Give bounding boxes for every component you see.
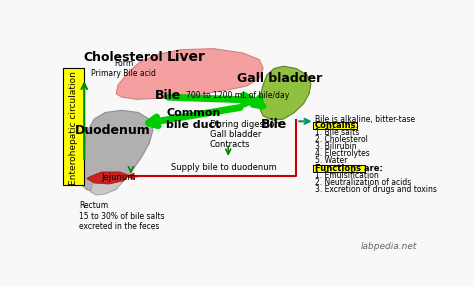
Polygon shape [87, 172, 129, 184]
Text: 700 to 1200 mL of bile/day: 700 to 1200 mL of bile/day [186, 92, 289, 100]
Polygon shape [91, 173, 124, 195]
Text: 5. Water: 5. Water [315, 156, 347, 165]
Text: Cholesterol: Cholesterol [84, 51, 164, 64]
Text: Gall bladder: Gall bladder [237, 72, 322, 85]
Text: 3. Excretion of drugs and toxins: 3. Excretion of drugs and toxins [315, 185, 437, 194]
Text: Functions are:: Functions are: [315, 164, 383, 173]
Polygon shape [116, 49, 263, 99]
Text: Supply bile to duodenum: Supply bile to duodenum [171, 163, 277, 172]
Text: Enterohepatic circulation: Enterohepatic circulation [69, 71, 78, 185]
Text: 1. Emulsification: 1. Emulsification [315, 171, 378, 180]
Polygon shape [259, 66, 311, 120]
FancyBboxPatch shape [63, 68, 84, 185]
Text: Common
bile duct: Common bile duct [166, 108, 220, 130]
Text: During digestion
Gall bladder
Contracts: During digestion Gall bladder Contracts [210, 120, 280, 149]
Text: labpedia.net: labpedia.net [360, 242, 417, 251]
Text: 2. Cholesterol: 2. Cholesterol [315, 135, 367, 144]
Text: 2. Neutralization of acids: 2. Neutralization of acids [315, 178, 411, 187]
Text: Rectum
15 to 30% of bile salts
excreted in the feces: Rectum 15 to 30% of bile salts excreted … [80, 201, 165, 231]
FancyBboxPatch shape [313, 165, 365, 172]
Text: 4. Electrolytes: 4. Electrolytes [315, 149, 369, 158]
Text: Duodenum: Duodenum [74, 124, 150, 137]
Text: Bile: Bile [155, 90, 181, 102]
Text: Form
Primary Bile acid: Form Primary Bile acid [91, 59, 156, 78]
Text: Liver: Liver [166, 50, 205, 64]
Polygon shape [82, 110, 153, 192]
Text: Jejunum: Jejunum [101, 173, 136, 182]
Text: Bile is alkaline, bitter-tase: Bile is alkaline, bitter-tase [315, 115, 415, 124]
Text: Bile: Bile [261, 118, 287, 131]
Text: 3. Bilirubin: 3. Bilirubin [315, 142, 356, 151]
FancyBboxPatch shape [313, 122, 357, 129]
Text: 1. Bile salts: 1. Bile salts [315, 128, 359, 137]
Text: Contains:: Contains: [315, 121, 359, 130]
